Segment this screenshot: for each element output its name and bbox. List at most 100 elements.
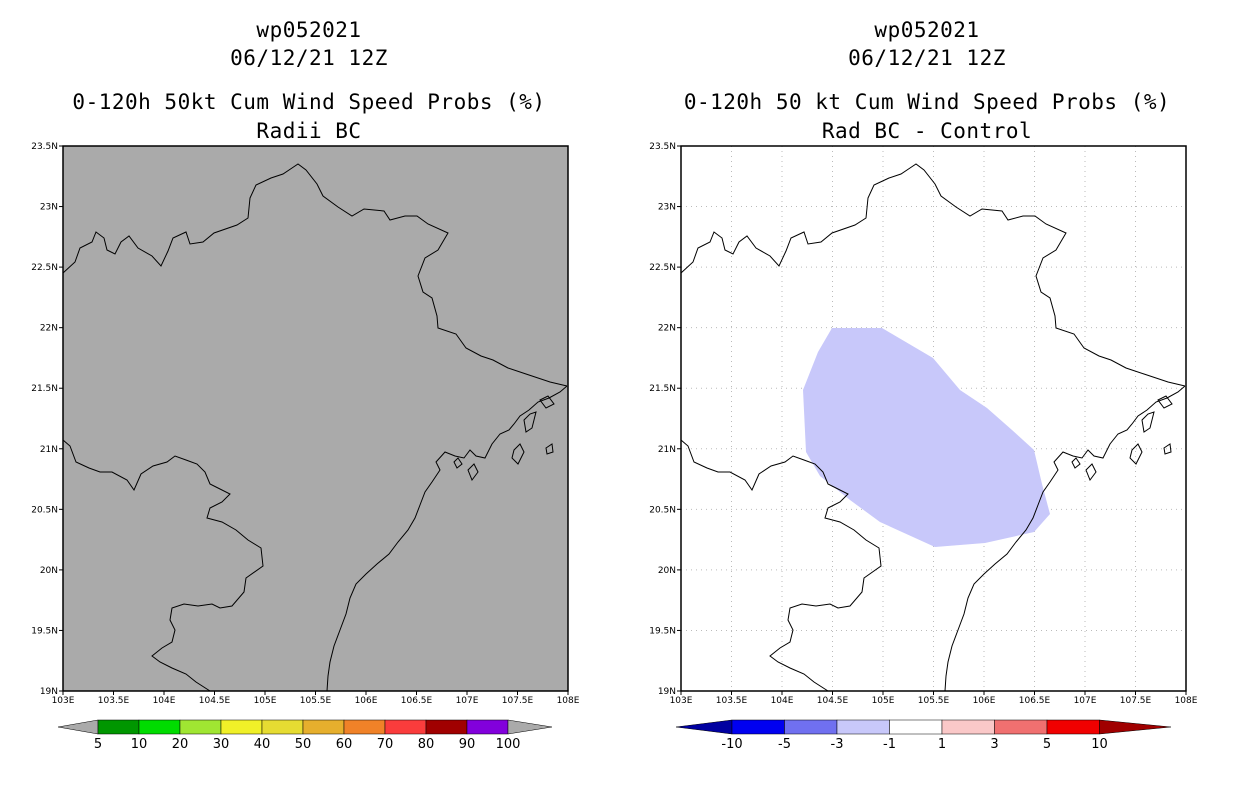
colorbar-left-arrow	[57, 719, 99, 735]
island-outline	[467, 463, 479, 482]
subtitle: Radii BC	[256, 119, 362, 143]
colorbar-box	[220, 719, 263, 735]
lat-tick-label: 20.5N	[31, 505, 58, 515]
lat-tick-label: 21.5N	[649, 384, 676, 394]
lat-tick-label: 23N	[658, 203, 676, 213]
lon-tick-label: 106E	[973, 696, 996, 706]
lat-tick-label: 22.5N	[31, 263, 58, 273]
island-outline	[1085, 463, 1097, 482]
colorbar-right-arrow	[507, 719, 553, 735]
colorbar-label: 100	[496, 737, 521, 752]
china-border-line	[680, 163, 1186, 387]
lon-tick-label: 104.5E	[199, 696, 231, 706]
colorbar-label: -1	[883, 737, 896, 752]
colorbar-box	[836, 719, 890, 735]
colorbar-label: 1	[938, 737, 946, 752]
island-outline	[1141, 411, 1155, 433]
lon-tick-label: 105E	[872, 696, 895, 706]
island-outline	[1071, 457, 1081, 469]
lat-tick-label: 19N	[658, 687, 676, 697]
storm-id-title: wp052021	[874, 18, 980, 42]
lat-tick-label: 19.5N	[31, 626, 58, 636]
colorbar-label: 90	[459, 737, 476, 752]
subtitle: Rad BC - Control	[821, 119, 1033, 143]
lat-tick-label: 22N	[40, 324, 58, 334]
lon-tick-label: 103.5E	[98, 696, 130, 706]
colorbar-box	[941, 719, 995, 735]
lon-tick-label: 107E	[1074, 696, 1097, 706]
colorbar-box	[302, 719, 345, 735]
colorbar-box	[1046, 719, 1100, 735]
coastline	[326, 385, 568, 692]
colorbar-label: 10	[1091, 737, 1108, 752]
coastline	[944, 385, 1186, 692]
lon-tick-label: 108E	[557, 696, 580, 706]
colorbar-label: 80	[418, 737, 435, 752]
lon-tick-label: 107E	[456, 696, 479, 706]
product-title: 0-120h 50kt Cum Wind Speed Probs (%)	[72, 90, 546, 114]
lon-tick-label: 105.5E	[300, 696, 332, 706]
colorbar-label: -10	[721, 737, 742, 752]
colorbar-label: -3	[831, 737, 844, 752]
colorbar-label: -5	[778, 737, 791, 752]
storm-id-title: wp052021	[256, 18, 362, 42]
lat-tick-label: 20N	[658, 566, 676, 576]
lon-tick-label: 103E	[52, 696, 75, 706]
lon-tick-label: 106E	[355, 696, 378, 706]
colorbar-label: 50	[295, 737, 312, 752]
colorbar-label: 60	[336, 737, 353, 752]
island-outline	[523, 411, 537, 433]
colorbar-label: 5	[94, 737, 102, 752]
lon-tick-label: 105.5E	[918, 696, 950, 706]
lon-tick-label: 103E	[670, 696, 693, 706]
colorbar-label: 40	[254, 737, 271, 752]
colorbar-box	[179, 719, 222, 735]
colorbar-label: 10	[131, 737, 148, 752]
colorbar-box	[97, 719, 140, 735]
island-outline	[453, 457, 463, 469]
island-outline	[1157, 395, 1173, 409]
colorbar-box	[784, 719, 838, 735]
lon-tick-label: 104.5E	[817, 696, 849, 706]
island-outline	[1129, 443, 1143, 465]
colorbar-box	[731, 719, 785, 735]
map-plot: 23.5N 23N 22.5N 22N 21.5N 21N 20.5N 20N 19.5N 19N…	[31, 142, 580, 752]
island-outline	[1163, 443, 1172, 455]
lat-tick-label: 23.5N	[649, 142, 676, 152]
lon-tick-label: 107.5E	[1120, 696, 1152, 706]
island-outline	[545, 443, 554, 455]
colorbar-box	[343, 719, 386, 735]
lon-tick-label: 104E	[771, 696, 794, 706]
colorbar-box	[994, 719, 1048, 735]
lat-tick-label: 20N	[40, 566, 58, 576]
colorbar-box	[889, 719, 943, 735]
colorbar-box	[425, 719, 468, 735]
lon-tick-label: 104E	[153, 696, 176, 706]
product-title: 0-120h 50 kt Cum Wind Speed Probs (%)	[683, 90, 1171, 114]
china-border-line	[62, 163, 568, 387]
laos-border-line	[62, 439, 264, 692]
map-area	[63, 146, 568, 691]
lat-tick-label: 23.5N	[31, 142, 58, 152]
laos-border-line	[680, 439, 882, 692]
colorbar-box	[466, 719, 509, 735]
lat-tick-label: 19N	[40, 687, 58, 697]
date-title: 06/12/21 12Z	[848, 46, 1006, 70]
colorbar-label: 70	[377, 737, 394, 752]
colorbar-box	[261, 719, 304, 735]
lat-tick-label: 23N	[40, 203, 58, 213]
lat-tick-label: 21N	[40, 445, 58, 455]
lon-tick-label: 107.5E	[502, 696, 534, 706]
colorbar-left-arrow	[675, 719, 733, 735]
lat-tick-label: 21.5N	[31, 384, 58, 394]
colorbar-box	[138, 719, 181, 735]
lat-tick-label: 22N	[658, 324, 676, 334]
colorbar-box	[384, 719, 427, 735]
lat-tick-label: 21N	[658, 445, 676, 455]
left-map-panel: wp052021 06/12/21 12Z 0-120h 50kt Cum Wi…	[31, 18, 580, 752]
lat-tick-label: 19.5N	[649, 626, 676, 636]
lat-tick-label: 22.5N	[649, 263, 676, 273]
lon-tick-label: 106.5E	[1019, 696, 1051, 706]
colorbar-label: 30	[213, 737, 230, 752]
island-outline	[511, 443, 525, 465]
